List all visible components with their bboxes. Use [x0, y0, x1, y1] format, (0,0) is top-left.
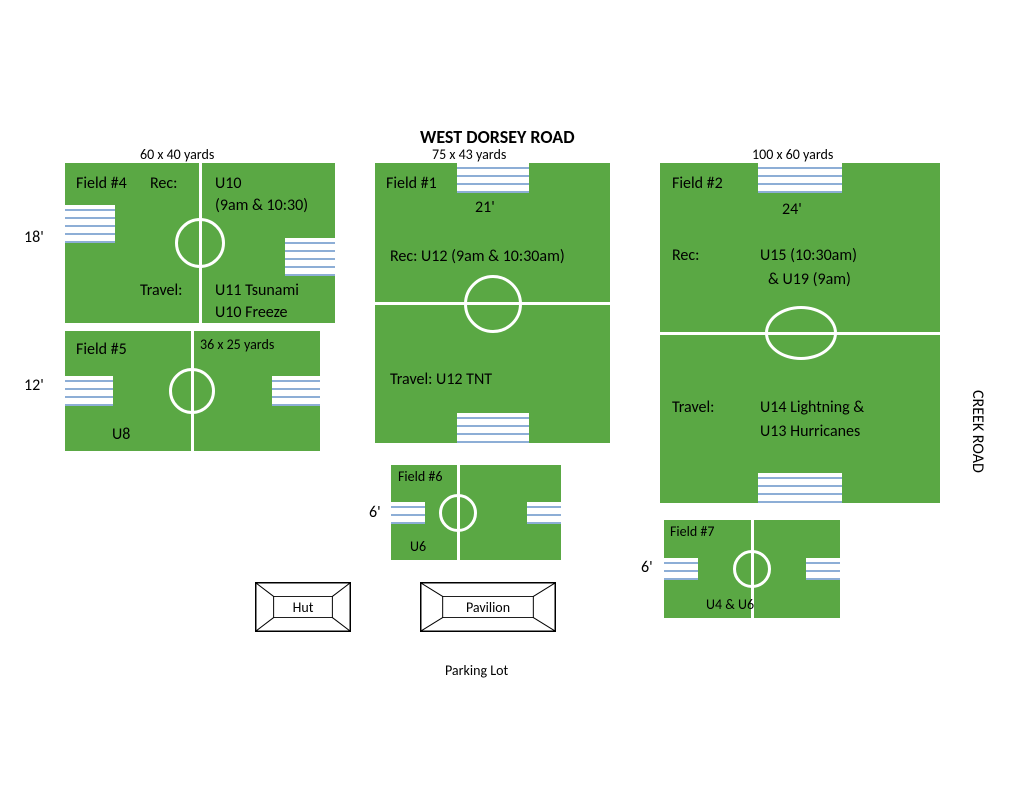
field4-goal-dim: 18': [24, 228, 44, 247]
field1-rec: Rec: U12 (9am & 10:30am): [390, 247, 565, 266]
field2-travel-label: Travel:: [672, 398, 714, 417]
field5-goal-right: [272, 376, 320, 406]
field4-name: Field #4: [76, 174, 127, 193]
hut-label: Hut: [256, 599, 350, 616]
field2-rec-label: Rec:: [672, 246, 699, 265]
field5-goal-dim: 12': [24, 376, 44, 395]
field4-travel-1: U11 Tsunami: [215, 281, 299, 300]
field7-goal-dim: 6': [641, 558, 653, 577]
hut-building: Hut: [255, 582, 351, 632]
field2-goal-top: [758, 163, 842, 193]
field2-rec-2: & U19 (9am): [768, 270, 851, 289]
field2-travel-1: U14 Lightning &: [760, 398, 864, 417]
field7-goal-right: [806, 558, 840, 580]
pavilion-label: Pavilion: [421, 599, 555, 616]
side-road-label: CREEK ROAD: [968, 390, 987, 473]
field4-dim: 60 x 40 yards: [140, 146, 214, 163]
field2-center-circle: [765, 306, 837, 360]
field4-center-circle: [175, 218, 225, 268]
field2-goal-dim: 24': [782, 200, 802, 219]
field5-goal-left: [65, 376, 113, 406]
field7-goal-left: [664, 558, 698, 580]
parking-lot-label: Parking Lot: [445, 662, 508, 679]
field1-goal-dim: 21': [475, 198, 495, 217]
field4-rec-label: Rec:: [150, 174, 177, 193]
field6-center-circle: [439, 494, 477, 532]
field6-goal-left: [391, 502, 425, 524]
field7-u4u6: U4 & U6: [706, 596, 754, 613]
field4-goal-right: [285, 238, 335, 276]
field4-rec-times: (9am & 10:30): [215, 196, 308, 215]
field7-center-circle: [733, 550, 771, 588]
field4-goal-left: [65, 205, 115, 243]
field4-rec-u10: U10: [215, 174, 241, 193]
field1-dim: 75 x 43 yards: [432, 146, 506, 163]
field2-travel-2: U13 Hurricanes: [760, 422, 860, 441]
field5-u8: U8: [112, 425, 130, 444]
field5-center-circle: [169, 368, 215, 414]
field1-goal-top: [457, 163, 529, 193]
field2-name: Field #2: [672, 174, 723, 193]
field2-goal-bottom: [758, 473, 842, 503]
field1-center-circle: [464, 275, 522, 333]
field6-goal-dim: 6': [369, 503, 381, 522]
field2-rec-1: U15 (10:30am): [760, 246, 857, 265]
field4-travel-label: Travel:: [140, 281, 182, 300]
field4-travel-2: U10 Freeze: [215, 303, 288, 322]
field2-dim: 100 x 60 yards: [752, 146, 833, 163]
page-title: WEST DORSEY ROAD: [420, 126, 575, 148]
field5-name: Field #5: [76, 340, 127, 359]
field6-goal-right: [527, 502, 561, 524]
field5-dim: 36 x 25 yards: [200, 336, 274, 353]
field6-u6: U6: [410, 538, 426, 555]
pavilion-building: Pavilion: [420, 582, 556, 632]
field6-name: Field #6: [398, 468, 442, 485]
field1-travel: Travel: U12 TNT: [390, 370, 492, 389]
field1-name: Field #1: [386, 174, 437, 193]
field7-name: Field #7: [670, 523, 714, 540]
field1-goal-bottom: [457, 413, 529, 443]
